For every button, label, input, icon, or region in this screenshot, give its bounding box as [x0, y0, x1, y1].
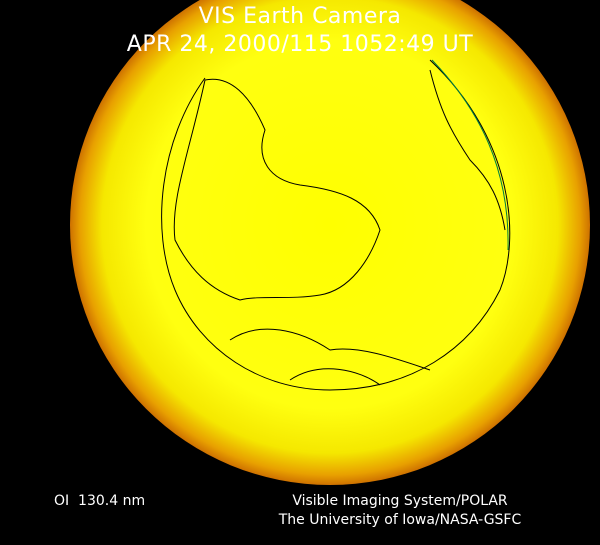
wavelength-label: OI 130.4 nm [54, 493, 146, 509]
instrument-label: Visible Imaging System/POLAR [292, 493, 508, 509]
coastline-south [229, 328, 431, 386]
coastline-east [429, 69, 506, 231]
terminator-line [431, 59, 509, 251]
image-timestamp: APR 24, 2000/115 1052:49 UT [126, 32, 474, 57]
continent-outline [173, 78, 381, 301]
earth-limb [161, 59, 511, 391]
image-title: VIS Earth Camera [198, 4, 402, 29]
auroral-glow-disk [70, 0, 590, 485]
credit-label: The University of Iowa/NASA-GSFC [278, 512, 522, 528]
